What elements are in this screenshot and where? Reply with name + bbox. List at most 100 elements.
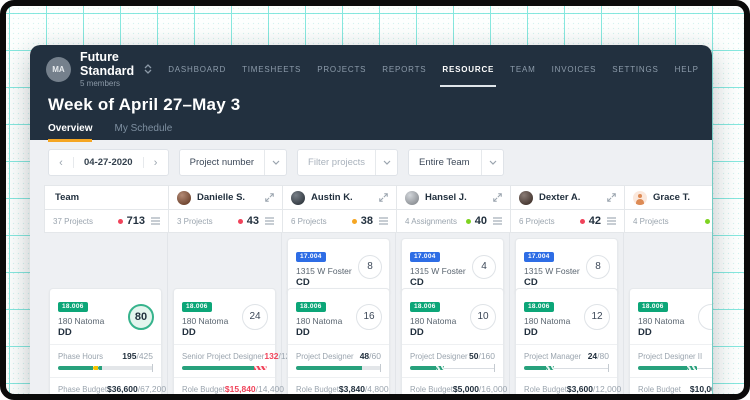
app-window: MA Future Standard 5 members DASHBOARD TI… <box>30 45 712 394</box>
project-number-dropdown[interactable]: Project number <box>178 149 288 176</box>
nav-item-settings[interactable]: SETTINGS <box>612 64 659 74</box>
assignments-list-icon[interactable] <box>379 217 388 225</box>
card-divider <box>402 377 503 378</box>
nav-item-projects[interactable]: PROJECTS <box>317 64 367 74</box>
nav-item-reports[interactable]: REPORTS <box>382 64 427 74</box>
budget-value: $36,600/67,200 <box>107 384 167 394</box>
expand-column-icon[interactable] <box>265 193 274 202</box>
nav-item-timesheets[interactable]: TIMESHEETS <box>242 64 302 74</box>
budget-row: Role Budget $5,000/16,000 <box>410 383 507 394</box>
assignments-list-icon[interactable] <box>493 217 502 225</box>
filter-projects-dropdown[interactable]: Filter projects <box>297 149 399 176</box>
phase-label: DD <box>410 327 424 338</box>
resource-board: Team Danielle S. Austin K. Hansel J. Dexter … <box>44 185 712 394</box>
hours-total: 43 <box>246 215 259 227</box>
assignments-list-icon[interactable] <box>151 217 160 225</box>
project-number-badge: 18.006 <box>638 301 668 312</box>
nav-item-invoices[interactable]: INVOICES <box>551 64 597 74</box>
project-number-badge: 17.004 <box>410 251 440 262</box>
prev-week-button[interactable]: ‹ <box>59 156 63 169</box>
stats-cell: 6 Projects 42 <box>510 210 624 233</box>
tab-overview[interactable]: Overview <box>48 123 93 142</box>
team-selector-icon[interactable] <box>144 64 152 74</box>
hours-value: 195/425 <box>122 351 153 361</box>
budget-label: Role Budget <box>410 385 453 394</box>
progress-bar <box>58 364 153 372</box>
assignments-list-icon[interactable] <box>607 217 616 225</box>
project-title: 1315 W Foster <box>410 265 466 276</box>
project-title: 180 Natoma <box>524 315 571 326</box>
project-card[interactable]: 17.004 1315 W Foster CD 4 <box>401 238 504 295</box>
project-card[interactable]: 18.006 180 Natoma DD 80 Phase Hours 195/425 Ph… <box>49 288 166 394</box>
phase-label: DD <box>524 327 538 338</box>
role-label: Project Designer II <box>638 352 703 361</box>
progress-end-tick <box>379 364 381 372</box>
project-card[interactable]: 17.004 1315 W Foster CD 8 <box>287 238 390 295</box>
projects-count-label: 37 Projects <box>53 216 94 226</box>
projects-count-label: 6 Projects <box>519 216 555 226</box>
team-members-count: 5 members <box>80 78 121 88</box>
progress-end-tick <box>493 364 495 372</box>
member-avatar <box>519 190 533 205</box>
org-avatar[interactable]: MA <box>46 56 71 82</box>
budget-row: Phase Budget $36,600/67,200 <box>58 383 166 394</box>
phase-label: CD <box>296 277 310 288</box>
column-name: Hansel J. <box>425 192 467 203</box>
board-column: 17.004 1315 W Foster CD 8 18.006 180 Natoma DD… <box>510 233 624 394</box>
nav-item-help[interactable]: HELP <box>674 64 699 74</box>
assignments-list-icon[interactable] <box>265 217 274 225</box>
nav-item-dashboard[interactable]: DASHBOARD <box>168 64 227 74</box>
hours-circle: 8 <box>358 254 382 279</box>
project-card[interactable]: 17.004 1315 W Foster CD 8 <box>515 238 618 295</box>
project-card-header: 18.006 180 Natoma DD 10 <box>402 289 503 344</box>
role-section: Phase Hours 195/425 <box>50 345 161 377</box>
team-switcher[interactable]: Future Standard 5 members <box>80 50 134 88</box>
column-header-austin-k-[interactable]: Austin K. <box>282 185 396 210</box>
tab-my-schedule[interactable]: My Schedule <box>114 123 173 134</box>
column-name: Grace T. <box>653 192 690 203</box>
column-header-hansel-j-[interactable]: Hansel J. <box>396 185 510 210</box>
nav-item-resource[interactable]: RESOURCE <box>440 64 496 87</box>
card-divider <box>288 344 389 345</box>
project-title: 1315 W Foster <box>524 265 580 276</box>
status-dot <box>705 218 710 224</box>
column-header-danielle-s-[interactable]: Danielle S. <box>168 185 282 210</box>
hours-value: 24/80 <box>587 351 609 361</box>
progress-end-tick <box>151 364 153 372</box>
team-scope-dropdown[interactable]: Entire Team <box>408 149 505 176</box>
role-label: Project Designer <box>410 352 468 361</box>
project-card[interactable]: 18.006 180 Natoma DD 10 Project Designer 50/1… <box>401 288 507 394</box>
column-header-grace-t-[interactable]: Grace T. <box>624 185 712 210</box>
progress-segment-solid <box>58 366 94 370</box>
page-title: Week of April 27–May 3 <box>48 95 241 114</box>
week-date-value[interactable]: 04-27-2020 <box>73 157 144 168</box>
hours-circle: 80 <box>128 303 154 330</box>
project-title: 180 Natoma <box>182 315 229 326</box>
role-section: Project Manager 24/80 <box>516 345 617 377</box>
project-card[interactable]: 18.006 180 Natoma DD 12 Project Manager 24/80… <box>515 288 621 394</box>
project-card-header: 17.004 1315 W Foster CD 4 <box>402 239 503 294</box>
project-card[interactable]: 18.006 180 Natoma DD 24 Senior Project Desig… <box>173 288 295 394</box>
column-name: Dexter A. <box>539 192 581 203</box>
progress-track <box>101 366 153 370</box>
expand-column-icon[interactable] <box>379 193 388 202</box>
column-header-dexter-a-[interactable]: Dexter A. <box>510 185 624 210</box>
column-header-team[interactable]: Team <box>44 185 168 210</box>
budget-label: Role Budget <box>524 385 567 394</box>
status-dot <box>579 218 585 224</box>
budget-row: Role Budget $15,840/14,400 <box>182 383 284 394</box>
project-card[interactable]: 18.006 180 Natoma DD 16 Project Designer 48/6… <box>287 288 390 394</box>
projects-count-label: 4 Assignments <box>405 216 458 226</box>
next-week-button[interactable]: › <box>153 156 158 169</box>
budget-label: Role Budget <box>182 385 225 394</box>
card-divider <box>516 344 617 345</box>
project-title: 180 Natoma <box>410 315 457 326</box>
expand-column-icon[interactable] <box>607 193 616 202</box>
expand-column-icon[interactable] <box>493 193 502 202</box>
nav-item-team[interactable]: TEAM <box>510 64 536 74</box>
project-number-badge: 18.006 <box>524 301 554 312</box>
hours-total: 40 <box>474 215 487 227</box>
hours-value: 132/120 <box>264 351 295 361</box>
card-slot: 17.004 1315 W Foster CD 4 <box>401 233 504 295</box>
